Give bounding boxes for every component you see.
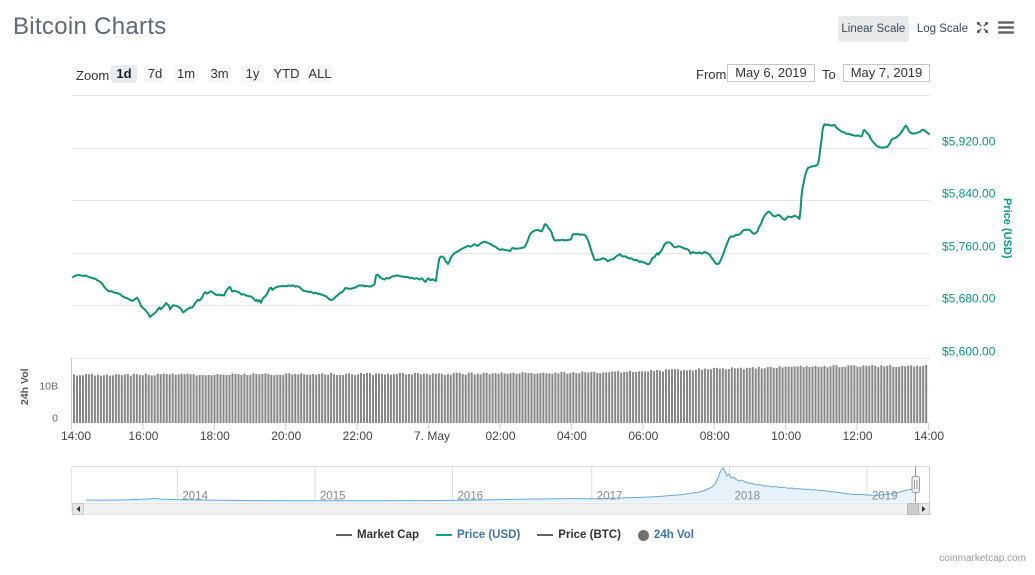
svg-text:12:00: 12:00 xyxy=(843,429,873,443)
svg-text:14:00: 14:00 xyxy=(61,429,91,443)
svg-text:$5,840.00: $5,840.00 xyxy=(942,187,996,201)
svg-text:20:00: 20:00 xyxy=(271,429,301,443)
svg-text:24h Vol: 24h Vol xyxy=(19,368,31,405)
svg-text:0: 0 xyxy=(52,413,58,425)
svg-text:2016: 2016 xyxy=(458,491,484,503)
svg-text:04:00: 04:00 xyxy=(557,429,587,443)
svg-text:18:00: 18:00 xyxy=(200,429,230,443)
svg-text:$5,920.00: $5,920.00 xyxy=(942,135,996,149)
svg-text:22:00: 22:00 xyxy=(343,429,373,443)
svg-text:02:00: 02:00 xyxy=(485,429,515,443)
svg-text:16:00: 16:00 xyxy=(128,429,158,443)
svg-text:08:00: 08:00 xyxy=(700,429,730,443)
svg-text:2017: 2017 xyxy=(597,491,623,503)
svg-text:10B: 10B xyxy=(39,381,58,393)
svg-text:2018: 2018 xyxy=(735,491,761,503)
svg-text:06:00: 06:00 xyxy=(628,429,658,443)
svg-text:2014: 2014 xyxy=(182,491,208,503)
svg-text:10:00: 10:00 xyxy=(771,429,801,443)
svg-text:Price (USD): Price (USD) xyxy=(1001,198,1013,259)
svg-text:2015: 2015 xyxy=(320,491,346,503)
svg-text:2019: 2019 xyxy=(872,491,898,503)
svg-text:$5,600.00: $5,600.00 xyxy=(942,345,996,359)
svg-text:7. May: 7. May xyxy=(414,429,450,443)
svg-text:14:00: 14:00 xyxy=(914,429,944,443)
svg-text:$5,680.00: $5,680.00 xyxy=(942,292,996,306)
svg-text:$5,760.00: $5,760.00 xyxy=(942,240,996,254)
